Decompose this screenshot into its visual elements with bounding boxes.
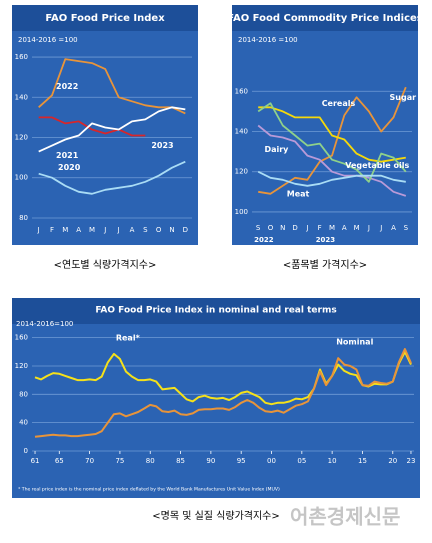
series-label: Meat xyxy=(287,189,310,198)
x-tick-label: 15 xyxy=(358,457,367,465)
x-tick-label: J xyxy=(305,224,308,232)
y-tick-label: 100 xyxy=(235,208,248,216)
x-tick-label: M xyxy=(354,224,360,232)
series-line xyxy=(38,58,186,115)
x-tick-label: S xyxy=(404,224,409,232)
x-tick-label: 85 xyxy=(176,457,185,465)
series-label: 2022 xyxy=(56,82,78,91)
watermark: 어촌경제신문 xyxy=(290,505,400,529)
x-tick-label: 75 xyxy=(115,457,124,465)
x-tick-label: J xyxy=(379,224,382,232)
y-tick-label: 100 xyxy=(15,174,28,182)
y-tick-label: 120 xyxy=(15,134,28,142)
title-bar xyxy=(12,5,198,31)
series-label: Dairy xyxy=(264,145,289,154)
x-tick-label: F xyxy=(318,224,322,232)
x-tick-label: 65 xyxy=(55,457,64,465)
x-tick-label: F xyxy=(50,226,54,234)
y-tick-label: 140 xyxy=(235,127,248,135)
x-tick-label: M xyxy=(329,224,335,232)
x-tick-label: N xyxy=(169,226,174,234)
x-tick-label: 70 xyxy=(85,457,94,465)
footnote: * The real price index is the nominal pr… xyxy=(18,487,280,493)
series-label: 2021 xyxy=(56,151,79,160)
y-tick-label: 140 xyxy=(15,93,28,101)
subtitle: 2014-2016 =100 xyxy=(238,36,298,44)
x-tick-label: S xyxy=(256,224,261,232)
y-tick-label: 0 xyxy=(24,447,28,455)
x-tick-label: 61 xyxy=(31,457,40,465)
x-tick-label: J xyxy=(37,226,40,234)
x-tick-label: S xyxy=(143,226,148,234)
x-tick-label: N xyxy=(280,224,285,232)
series-line xyxy=(34,350,412,406)
y-tick-label: 120 xyxy=(235,168,248,176)
x-tick-label: J xyxy=(117,226,120,234)
chart-title: FAO Food Commodity Price Indices xyxy=(227,13,423,24)
y-tick-label: 80 xyxy=(19,390,28,398)
series-line xyxy=(258,86,407,195)
y-tick-label: 160 xyxy=(15,334,28,342)
y-tick-label: 80 xyxy=(19,214,28,222)
x-tick-label: 23 xyxy=(407,457,416,465)
series-label: Cereals xyxy=(322,99,356,108)
panel xyxy=(12,5,198,245)
series-label: Nominal xyxy=(336,338,373,347)
x-tick-label: 00 xyxy=(267,457,276,465)
x-tick-label: J xyxy=(367,224,370,232)
x-tick-label: 95 xyxy=(237,457,246,465)
x-tick-label: O xyxy=(268,224,274,232)
subtitle: 2014-2016 =100 xyxy=(18,36,78,44)
series-line xyxy=(38,116,146,137)
x-tick-label: M xyxy=(89,226,95,234)
x-tick-label: 20 xyxy=(388,457,397,465)
series-label: Real* xyxy=(116,333,141,342)
x-tick-label: D xyxy=(292,224,297,232)
chart-title: FAO Food Price Index in nominal and real… xyxy=(95,306,336,316)
x-tick-label: 05 xyxy=(297,457,306,465)
caption: <명목 및 실질 식량가격지수> xyxy=(152,509,280,522)
series-line xyxy=(38,106,186,153)
series-label: 2023 xyxy=(151,141,173,150)
x-tick-label: 80 xyxy=(146,457,155,465)
title-bar xyxy=(232,5,418,31)
x-tick-label: A xyxy=(76,226,81,234)
y-tick-label: 120 xyxy=(15,362,28,370)
year-label: 2023 xyxy=(316,236,336,244)
series-label: Vegetable oils xyxy=(345,161,409,170)
series-line xyxy=(257,102,407,183)
series-line xyxy=(258,106,406,163)
x-tick-label: M xyxy=(62,226,68,234)
series-label: Sugar xyxy=(390,93,417,102)
x-tick-label: 90 xyxy=(206,457,215,465)
y-tick-label: 160 xyxy=(235,87,248,95)
caption: <연도별 식량가격지수> xyxy=(54,258,157,271)
year-label: 2022 xyxy=(254,236,274,244)
series-label: 2020 xyxy=(58,163,81,172)
title-bar xyxy=(12,298,420,324)
subtitle: 2014-2016=100 xyxy=(16,320,73,328)
series-line xyxy=(257,170,406,187)
y-tick-label: 160 xyxy=(15,53,28,61)
x-tick-label: A xyxy=(130,226,135,234)
x-tick-label: A xyxy=(391,224,396,232)
x-tick-label: A xyxy=(342,224,347,232)
chart-title: FAO Food Price Index xyxy=(45,13,165,24)
series-line xyxy=(257,124,407,197)
x-tick-label: 10 xyxy=(328,457,337,465)
x-tick-label: J xyxy=(103,226,106,234)
x-tick-label: D xyxy=(183,226,188,234)
x-tick-label: O xyxy=(156,226,162,234)
series-line xyxy=(34,348,412,438)
y-tick-label: 40 xyxy=(19,419,28,427)
caption: <품목별 가격지수> xyxy=(283,258,367,271)
series-line xyxy=(38,160,186,195)
